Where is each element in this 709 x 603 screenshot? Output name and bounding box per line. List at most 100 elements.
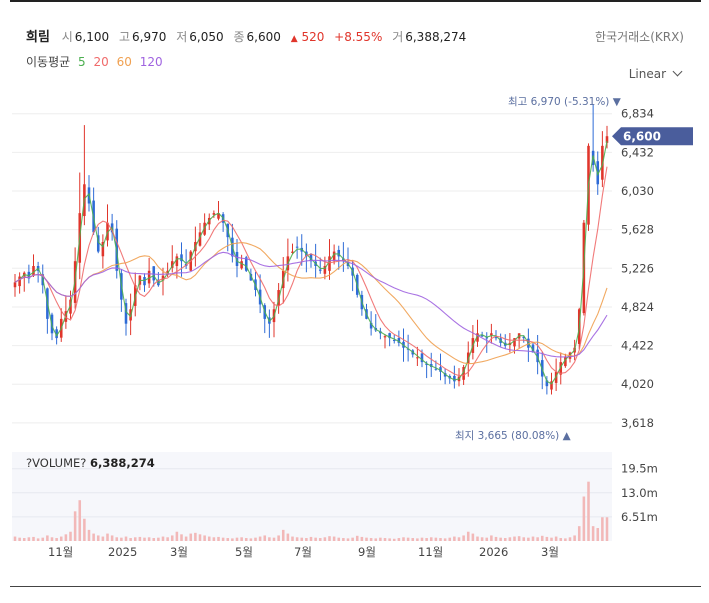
volume-tick-label: 13.0m <box>621 486 658 500</box>
volume-bar <box>101 536 105 541</box>
change-amount: 520 <box>301 30 325 44</box>
candle <box>318 269 322 271</box>
candle <box>309 254 313 262</box>
change-percent: +8.55% <box>334 30 383 44</box>
volume-bar <box>601 517 604 541</box>
volume-bar <box>425 538 428 541</box>
volume-bar <box>170 535 174 541</box>
volume-bar <box>13 536 17 541</box>
volume-bar <box>596 528 600 541</box>
candle <box>244 257 248 271</box>
volume-bar <box>545 536 549 541</box>
volume-bar <box>115 537 119 541</box>
open-value: 6,100 <box>74 30 110 44</box>
stock-name: 희림 <box>26 30 50 45</box>
volume-bar <box>106 533 109 541</box>
ma-5[interactable]: 5 <box>78 55 86 69</box>
volume-bar <box>64 534 68 541</box>
top-border <box>10 0 701 2</box>
volume-bar <box>133 537 137 541</box>
volume-bar <box>374 538 378 541</box>
volume-bar <box>365 537 368 541</box>
volume-bar <box>212 537 216 541</box>
volume-bar <box>254 537 257 541</box>
volume-bar <box>332 536 336 541</box>
volume-bar <box>198 534 202 541</box>
volume-tick-label: 6.51m <box>621 510 658 524</box>
candle <box>96 235 100 252</box>
volume-bar <box>83 518 86 541</box>
candle <box>235 251 239 266</box>
scale-dropdown[interactable]: Linear <box>629 66 683 81</box>
low-annotation: 최지 3,665 (80.08%) ▲ <box>455 430 572 442</box>
x-tick-label: 3월 <box>170 545 188 559</box>
candle <box>212 213 216 215</box>
volume-bar <box>420 537 424 541</box>
volume-bar <box>346 538 350 541</box>
y-tick-label: 6,030 <box>621 184 654 198</box>
candle <box>397 338 401 343</box>
candle <box>170 261 174 268</box>
volume-bar <box>175 531 179 541</box>
volume-bar <box>277 535 280 541</box>
candle <box>291 251 294 253</box>
volume-bar <box>392 538 396 541</box>
volume-bar <box>564 538 567 541</box>
candle <box>531 344 535 353</box>
candle <box>439 367 442 372</box>
volume-bar <box>577 526 581 541</box>
volume-bar <box>360 536 364 541</box>
volume-bar <box>429 537 433 541</box>
ma-legend: 이동평균 5 20 60 120 <box>26 53 167 70</box>
candle <box>32 266 35 276</box>
volume-bar <box>268 537 271 541</box>
volume-bar <box>513 536 516 541</box>
ma-120[interactable]: 120 <box>139 55 163 69</box>
y-tick-label: 4,422 <box>621 339 654 353</box>
volume-bar <box>351 537 354 541</box>
candle <box>152 266 156 281</box>
volume-bar <box>217 536 220 541</box>
candle <box>425 363 428 366</box>
volume-bar <box>388 538 391 541</box>
candle <box>494 337 498 339</box>
volume-bar <box>36 538 40 541</box>
volume-bar <box>129 538 132 541</box>
low-label: 저 <box>176 30 188 44</box>
ma-legend-label: 이동평균 <box>26 55 71 69</box>
volume-bar <box>295 537 299 541</box>
volume-bar <box>22 538 26 541</box>
bottom-border <box>10 586 701 587</box>
volume-bar <box>281 529 285 541</box>
volume-bar <box>272 537 276 541</box>
volume-legend: ?VOLUME? 6,388,274 <box>26 456 155 470</box>
price-summary: 희림 시 6,100 고 6,970 저 6,050 종 6,600 ▲ 520 +8.… <box>26 26 472 45</box>
volume-bar <box>87 529 91 541</box>
y-tick-label: 6,432 <box>621 145 654 159</box>
volume-bar <box>32 536 35 541</box>
low-value: 6,050 <box>189 30 224 44</box>
volume-bar <box>443 538 447 541</box>
y-tick-label: 4,824 <box>621 300 654 314</box>
candle <box>476 333 479 342</box>
ma-20[interactable]: 20 <box>93 55 109 69</box>
candle <box>564 357 567 367</box>
current-price-tag <box>612 127 693 146</box>
volume-bar <box>508 537 512 541</box>
candle <box>323 266 327 274</box>
volume-panel-bg <box>12 452 612 541</box>
candle <box>383 336 387 338</box>
y-tick-label: 5,628 <box>621 223 654 237</box>
ma-60[interactable]: 60 <box>116 55 132 69</box>
volume-bar <box>480 537 484 541</box>
high-value: 6,970 <box>132 30 167 44</box>
x-tick-label: 2025 <box>108 545 137 559</box>
candle <box>369 322 373 329</box>
volume-bar <box>485 537 489 541</box>
ma-line-120 <box>14 251 608 358</box>
volume-bar <box>110 535 114 541</box>
candle <box>490 333 493 336</box>
ma-line-20 <box>14 166 608 377</box>
volume-bar <box>582 496 586 541</box>
